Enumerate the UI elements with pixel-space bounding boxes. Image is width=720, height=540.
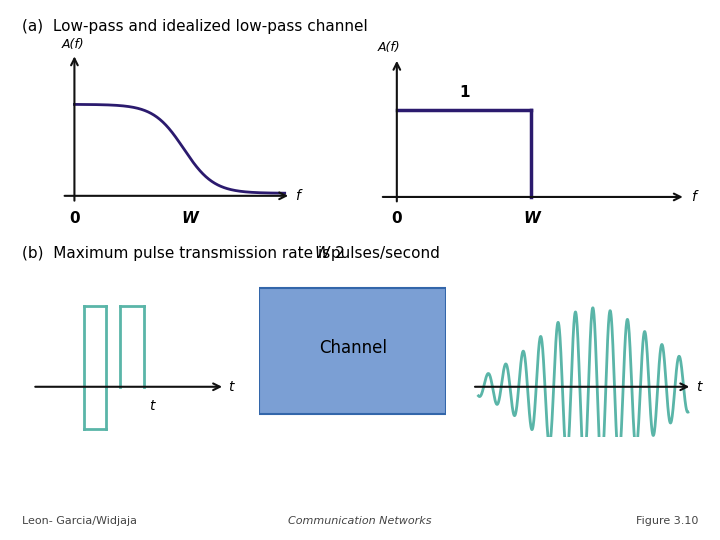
FancyBboxPatch shape [259, 288, 446, 414]
Text: (a)  Low-pass and idealized low-pass channel: (a) Low-pass and idealized low-pass chan… [22, 19, 367, 34]
Text: W: W [181, 211, 199, 226]
Text: A(f): A(f) [377, 42, 400, 55]
Text: pulses/second: pulses/second [326, 246, 440, 261]
Text: W: W [315, 246, 330, 261]
Text: t: t [228, 380, 234, 394]
Text: Leon- Garcia/Widjaja: Leon- Garcia/Widjaja [22, 516, 137, 526]
Text: 0: 0 [69, 211, 80, 226]
Text: W: W [523, 212, 540, 226]
Text: A(f): A(f) [62, 38, 84, 51]
Text: (b)  Maximum pulse transmission rate is 2: (b) Maximum pulse transmission rate is 2 [22, 246, 344, 261]
Text: t: t [696, 380, 702, 394]
Text: t: t [149, 399, 154, 413]
Text: 1: 1 [459, 85, 469, 100]
Text: Channel: Channel [319, 339, 387, 357]
Text: Communication Networks: Communication Networks [288, 516, 432, 526]
Text: Figure 3.10: Figure 3.10 [636, 516, 698, 526]
Text: 0: 0 [392, 212, 402, 226]
Text: f: f [295, 189, 300, 203]
Text: f: f [691, 190, 696, 204]
